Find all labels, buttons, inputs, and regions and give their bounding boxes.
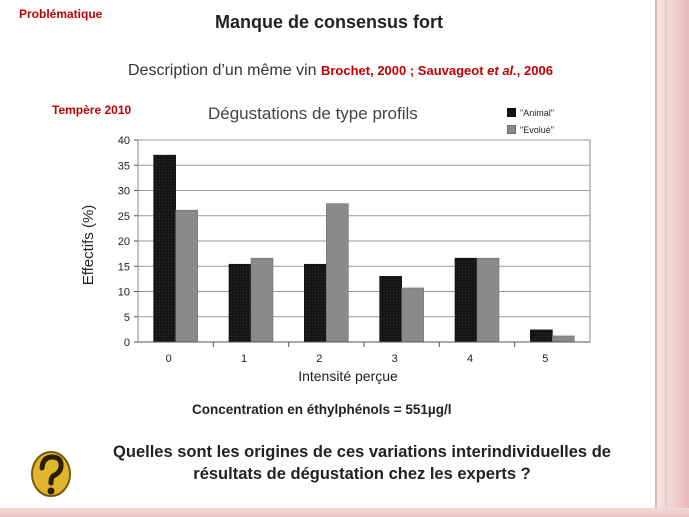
bar-evolue-1 [250,257,274,343]
legend-label-animal: "Animal" [520,107,554,118]
chart-legend: "Animal" "Evolué" [507,104,554,138]
bar-animal-2 [304,263,327,343]
y-tick-label: 0 [124,337,130,349]
x-tick-label: 4 [467,353,473,365]
description-text: Description d’un même vin [128,62,317,79]
x-tick-label: 5 [542,353,548,365]
bar-animal-0 [153,154,176,343]
bar-evolue-2 [326,203,349,343]
bar-evolue-4 [476,257,500,343]
citation: Brochet, 2000 ; Sauvageot et al., 2006 [320,63,553,78]
bar-animal-3 [379,276,402,343]
question-mark-icon [31,451,71,497]
slide-right-border [655,0,689,517]
bar-animal-5 [530,329,553,343]
y-tick-label: 5 [124,312,130,324]
bar-animal-1 [228,263,252,343]
y-tick-label: 40 [118,135,130,147]
slide-title: Manque de consensus fort [215,12,444,32]
y-tick-label: 10 [118,287,130,299]
problematique-label: Problématique [19,7,103,21]
legend-item-evolue: "Evolué" [507,121,554,138]
x-tick-label: 0 [166,353,172,365]
slide-bottom-border [0,508,689,517]
bar-animal-4 [454,257,478,343]
y-tick-label: 25 [118,211,130,223]
bar-chart: 0 5 10 15 20 25 30 35 40 0 1 2 3 4 5 Effectifs (%) Int… [80,135,591,384]
bar-evolue-5 [552,335,575,343]
x-tick-label: 3 [392,353,398,365]
legend-item-animal: "Animal" [507,104,554,121]
description-line: Description d’un même vin Brochet, 2000 … [128,62,553,80]
y-tick-label: 30 [118,186,130,198]
legend-swatch-animal [507,108,516,117]
y-tick-label: 15 [118,261,130,273]
legend-label-evolue: "Evolué" [520,124,554,135]
concentration-note: Concentration en éthylphénols = 551µg/l [192,402,452,417]
y-tick-label: 20 [118,236,130,248]
bar-evolue-3 [401,287,424,343]
x-axis-label: Intensité perçue [298,368,398,384]
chart-title: Dégustations de type profils [208,104,418,123]
question-text: Quelles sont les origines de ces variati… [113,443,611,483]
y-tick-label: 35 [118,160,130,172]
bar-evolue-0 [175,209,198,343]
legend-swatch-evolue [507,125,516,134]
x-tick-label: 1 [241,353,247,365]
tempere-label: Tempère 2010 [52,103,132,117]
x-tick-label: 2 [316,353,322,365]
y-axis-label: Effectifs (%) [80,205,97,286]
